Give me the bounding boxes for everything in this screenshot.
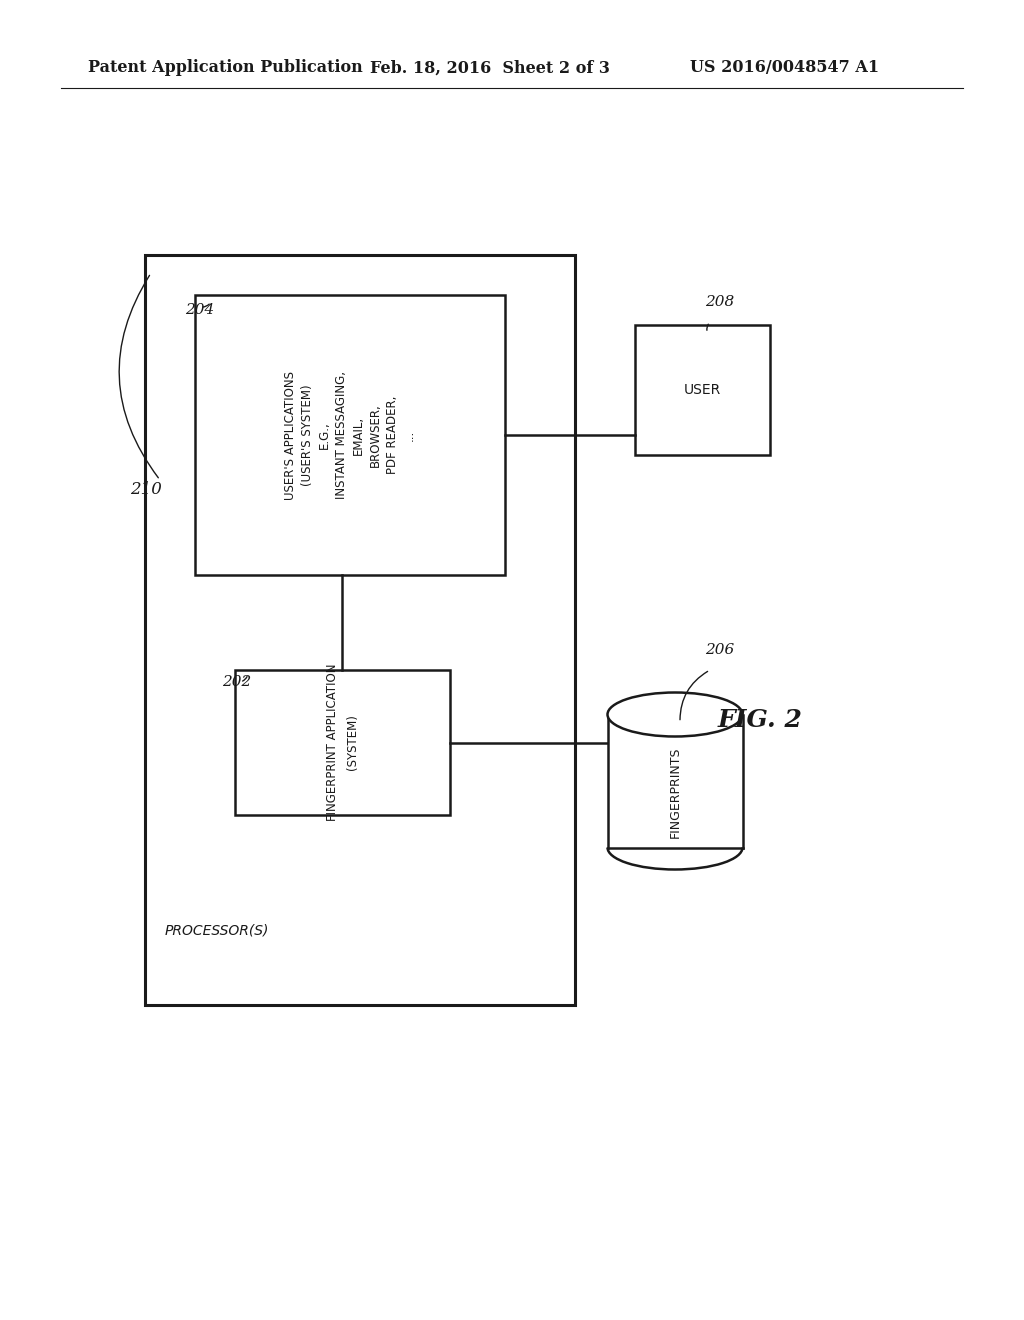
Ellipse shape: [607, 693, 742, 737]
Text: PROCESSOR(S): PROCESSOR(S): [165, 923, 269, 937]
Bar: [195, 294, 505, 576]
Bar: [145, 255, 575, 1005]
Text: E.G.,: E.G.,: [318, 421, 331, 449]
Text: ...: ...: [403, 429, 416, 441]
Text: 210: 210: [130, 482, 162, 499]
Text: BROWSER,: BROWSER,: [369, 403, 382, 467]
Text: 208: 208: [705, 294, 734, 309]
Text: US 2016/0048547 A1: US 2016/0048547 A1: [690, 59, 880, 77]
Text: INSTANT MESSAGING,: INSTANT MESSAGING,: [335, 371, 348, 499]
Bar: [234, 671, 450, 814]
Text: FINGERPRINTS: FINGERPRINTS: [669, 746, 682, 838]
Text: USER'S APPLICATIONS: USER'S APPLICATIONS: [284, 371, 297, 499]
Text: Feb. 18, 2016  Sheet 2 of 3: Feb. 18, 2016 Sheet 2 of 3: [370, 59, 610, 77]
Text: (USER'S SYSTEM): (USER'S SYSTEM): [301, 384, 314, 486]
Text: EMAIL,: EMAIL,: [352, 416, 365, 454]
Text: USER: USER: [684, 383, 721, 397]
Text: Patent Application Publication: Patent Application Publication: [88, 59, 362, 77]
Text: PDF READER,: PDF READER,: [386, 396, 399, 474]
Bar: [635, 325, 770, 455]
Text: (SYSTEM): (SYSTEM): [346, 714, 359, 771]
Text: 202: 202: [222, 675, 251, 689]
Text: FIG. 2: FIG. 2: [718, 708, 803, 733]
Text: 206: 206: [705, 643, 734, 657]
Text: 204: 204: [185, 304, 214, 317]
Text: FINGERPRINT APPLICATION: FINGERPRINT APPLICATION: [326, 664, 339, 821]
